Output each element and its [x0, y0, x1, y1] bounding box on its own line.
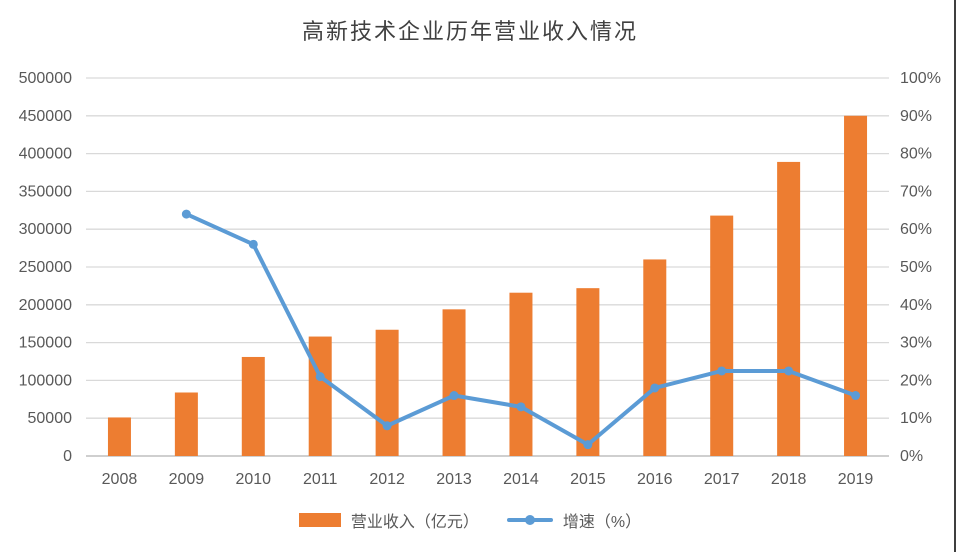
right-axis-tick-label: 80% [900, 146, 932, 163]
revenue-bar-2017 [710, 215, 734, 456]
growth-marker-2014 [516, 402, 526, 412]
right-axis-tick-label: 50% [900, 259, 932, 276]
x-axis-category-label: 2018 [771, 471, 807, 488]
right-axis-tick-label: 10% [900, 410, 932, 427]
x-axis-category-label: 2011 [303, 471, 338, 488]
growth-marker-2015 [583, 440, 593, 450]
revenue-bar-2013 [442, 309, 466, 456]
revenue-bar-2011 [308, 336, 332, 456]
x-axis-category-label: 2009 [169, 471, 205, 488]
revenue-bar-2009 [174, 392, 198, 456]
legend-line-label: 增速（%） [562, 514, 642, 531]
legend-line-marker-icon [524, 515, 535, 525]
growth-marker-2016 [650, 383, 660, 393]
x-axis-category-label: 2019 [838, 471, 874, 488]
chart-title: 高新技术企业历年营业收入情况 [301, 19, 638, 44]
left-axis-tick-label: 500000 [19, 70, 72, 87]
growth-marker-2019 [851, 391, 861, 401]
left-axis-tick-label: 50000 [28, 410, 73, 427]
revenue-bar-2019 [844, 115, 868, 457]
x-axis-category-label: 2013 [436, 471, 472, 488]
left-axis-tick-label: 150000 [19, 335, 72, 352]
x-axis-category-label: 2015 [570, 471, 606, 488]
revenue-bar-2014 [509, 292, 533, 456]
x-axis-category-label: 2016 [637, 471, 673, 488]
right-axis-tick-label: 30% [900, 335, 932, 352]
left-axis-tick-label: 200000 [19, 297, 72, 314]
revenue-bar-2015 [576, 288, 600, 456]
revenue-bar-2018 [777, 161, 801, 456]
growth-marker-2009 [181, 209, 191, 219]
x-axis-category-label: 2017 [704, 471, 740, 488]
right-axis-tick-label: 20% [900, 372, 932, 389]
revenue-bar-2016 [643, 259, 667, 456]
left-axis-tick-label: 450000 [19, 108, 72, 125]
growth-marker-2017 [717, 366, 727, 376]
legend-bar-swatch-icon [298, 513, 341, 527]
left-axis-tick-label: 400000 [19, 146, 72, 163]
revenue-bar-2008 [107, 417, 131, 456]
right-axis-tick-label: 70% [900, 183, 932, 200]
legend-line-swatch-icon [506, 513, 553, 527]
left-axis-tick-label: 0 [63, 448, 72, 465]
x-axis-category-label: 2008 [102, 471, 138, 488]
left-axis-tick-label: 100000 [19, 372, 72, 389]
right-axis-tick-label: 0% [900, 448, 923, 465]
x-axis-category-label: 2012 [369, 471, 405, 488]
revenue-bar-2010 [241, 356, 265, 456]
revenue-bar-2012 [375, 329, 399, 456]
right-axis-tick-label: 100% [900, 70, 941, 87]
legend: 营业收入（亿元） 增速（%） [0, 508, 940, 532]
x-axis-category-label: 2014 [503, 471, 539, 488]
x-axis-category-label: 2010 [235, 471, 271, 488]
legend-bar-label: 营业收入（亿元） [350, 514, 479, 531]
right-axis-tick-label: 90% [900, 108, 932, 125]
right-axis-tick-label: 40% [900, 297, 932, 314]
growth-marker-2018 [784, 366, 794, 376]
left-axis-tick-label: 350000 [19, 183, 72, 200]
growth-marker-2011 [315, 372, 325, 382]
growth-marker-2013 [449, 391, 459, 401]
left-axis-tick-label: 300000 [19, 221, 72, 238]
right-axis-tick-label: 60% [900, 221, 932, 238]
growth-marker-2012 [382, 421, 392, 431]
right-border-line [954, 0, 956, 552]
growth-marker-2010 [248, 239, 258, 249]
left-axis-tick-label: 250000 [19, 259, 72, 276]
